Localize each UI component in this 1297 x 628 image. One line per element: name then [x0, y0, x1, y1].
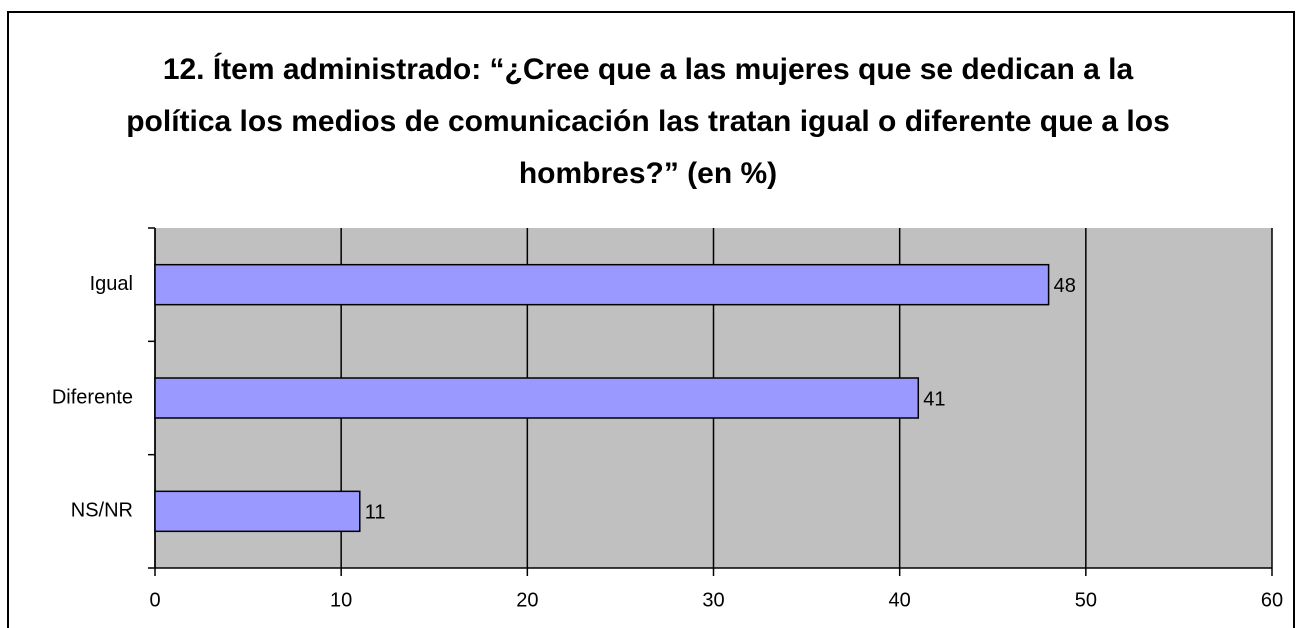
- chart-title: 12. Ítem administrado: “¿Cree que a las …: [126, 53, 1170, 190]
- x-tick-label: 60: [1261, 589, 1283, 611]
- data-label: 11: [365, 502, 386, 524]
- data-label: 41: [923, 388, 945, 410]
- x-tick-label: 0: [149, 589, 160, 611]
- bar: [154, 263, 1050, 306]
- data-label: 48: [1054, 275, 1076, 297]
- x-tick-label: 50: [1075, 589, 1097, 611]
- x-tick-label: 10: [330, 589, 352, 611]
- x-tick-label: 40: [889, 589, 911, 611]
- x-tick-label: 30: [702, 589, 724, 611]
- y-tick-label: Igual: [90, 273, 133, 295]
- y-tick-label: NS/NR: [71, 500, 133, 522]
- bar: [154, 490, 361, 533]
- x-tick-label: 20: [516, 589, 538, 611]
- bar: [154, 377, 920, 419]
- y-tick-label: Diferente: [52, 386, 133, 408]
